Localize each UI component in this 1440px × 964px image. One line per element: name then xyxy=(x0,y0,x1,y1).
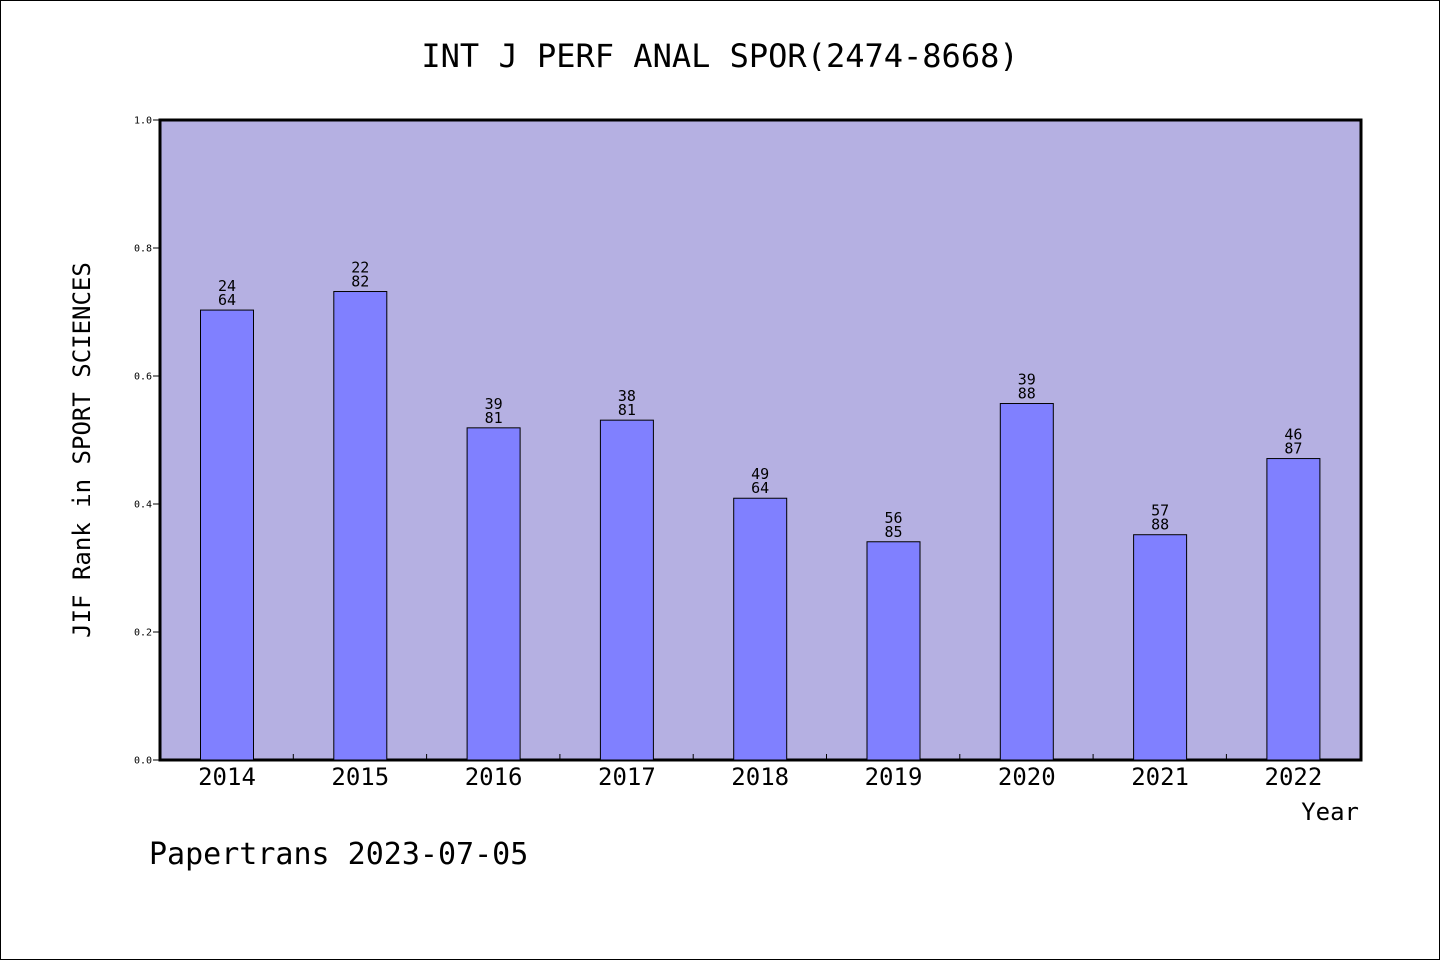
bar-2016 xyxy=(466,427,521,761)
y-tick-label: 0.8 xyxy=(134,244,152,255)
x-axis: 2014 2015 2016 2017 2018 2019 2020 2021 2022 xyxy=(198,754,1322,791)
bar-label-top: 39 xyxy=(485,395,503,413)
x-axis-label: Year xyxy=(1301,798,1359,826)
x-tick-label: 2014 xyxy=(198,763,256,791)
bar-2019 xyxy=(866,541,921,761)
x-tick-label: 2020 xyxy=(998,763,1056,791)
x-tick-label: 2015 xyxy=(331,763,389,791)
bar-label-top: 24 xyxy=(218,277,236,295)
bars xyxy=(200,291,1321,761)
bar-label-top: 49 xyxy=(751,465,769,483)
bar-2017 xyxy=(599,419,654,761)
bar-2018 xyxy=(733,497,788,761)
x-tick-label: 2021 xyxy=(1131,763,1189,791)
bar-label-bottom: 88 xyxy=(1018,385,1036,403)
bar-2014 xyxy=(200,309,254,761)
bar-label-bottom: 82 xyxy=(351,273,369,291)
bar-label-top: 56 xyxy=(884,509,902,527)
y-axis: 0.0 0.2 0.4 0.6 0.8 1.0 xyxy=(134,116,160,767)
bar-label-bottom: 64 xyxy=(218,291,236,309)
y-tick-label: 0.6 xyxy=(134,372,152,383)
bar-label-bottom: 87 xyxy=(1284,440,1302,458)
bar-label-bottom: 81 xyxy=(618,401,636,419)
bar-label-bottom: 85 xyxy=(884,523,902,541)
x-tick-label: 2022 xyxy=(1265,763,1323,791)
footer-text: Papertrans 2023-07-05 xyxy=(149,837,528,872)
y-axis-label: JIF Rank in SPORT SCIENCES xyxy=(68,262,96,638)
bar-label-top: 38 xyxy=(618,387,636,405)
bar-2020 xyxy=(999,403,1054,761)
bar-label-bottom: 88 xyxy=(1151,516,1169,534)
bar-label-top: 22 xyxy=(351,259,369,277)
bar-label-top: 57 xyxy=(1151,502,1169,520)
x-tick-label: 2018 xyxy=(731,763,789,791)
chart-title: INT J PERF ANAL SPOR(2474-8668) xyxy=(421,37,1018,75)
bar-2021 xyxy=(1133,534,1188,761)
bar-2015 xyxy=(333,291,388,761)
bar-label-top: 39 xyxy=(1018,371,1036,389)
y-tick-label: 0.4 xyxy=(134,500,152,511)
bar-label-top: 46 xyxy=(1284,426,1302,444)
x-tick-label: 2017 xyxy=(598,763,656,791)
x-tick-label: 2016 xyxy=(465,763,523,791)
bar-2022 xyxy=(1266,458,1321,761)
bar-label-bottom: 64 xyxy=(751,479,769,497)
y-tick-label: 0.2 xyxy=(134,628,152,639)
x-tick-label: 2019 xyxy=(865,763,923,791)
bar-label-bottom: 81 xyxy=(485,409,503,427)
y-tick-label: 1.0 xyxy=(134,116,152,127)
y-tick-label: 0.0 xyxy=(134,756,152,767)
